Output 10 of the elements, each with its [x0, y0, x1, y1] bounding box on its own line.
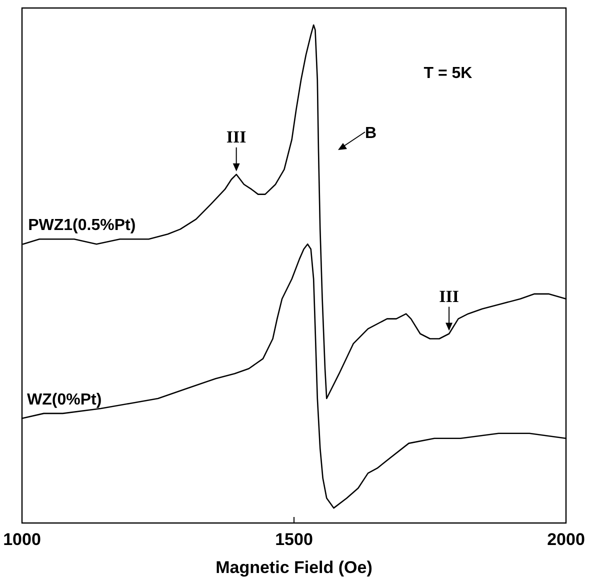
x-tick-label: 1500 [275, 530, 313, 549]
annotation: III [439, 286, 460, 306]
x-tick-label: 2000 [547, 530, 585, 549]
annotation: T = 5K [424, 65, 473, 82]
annotation: III [226, 127, 247, 146]
x-axis-title: Magnetic Field (Oe) [216, 558, 372, 577]
series-label: PWZ1(0.5%Pt) [28, 217, 136, 234]
x-tick-label: 1000 [3, 530, 41, 549]
annotation: B [365, 125, 377, 142]
series-label: WZ(0%Pt) [27, 391, 102, 408]
